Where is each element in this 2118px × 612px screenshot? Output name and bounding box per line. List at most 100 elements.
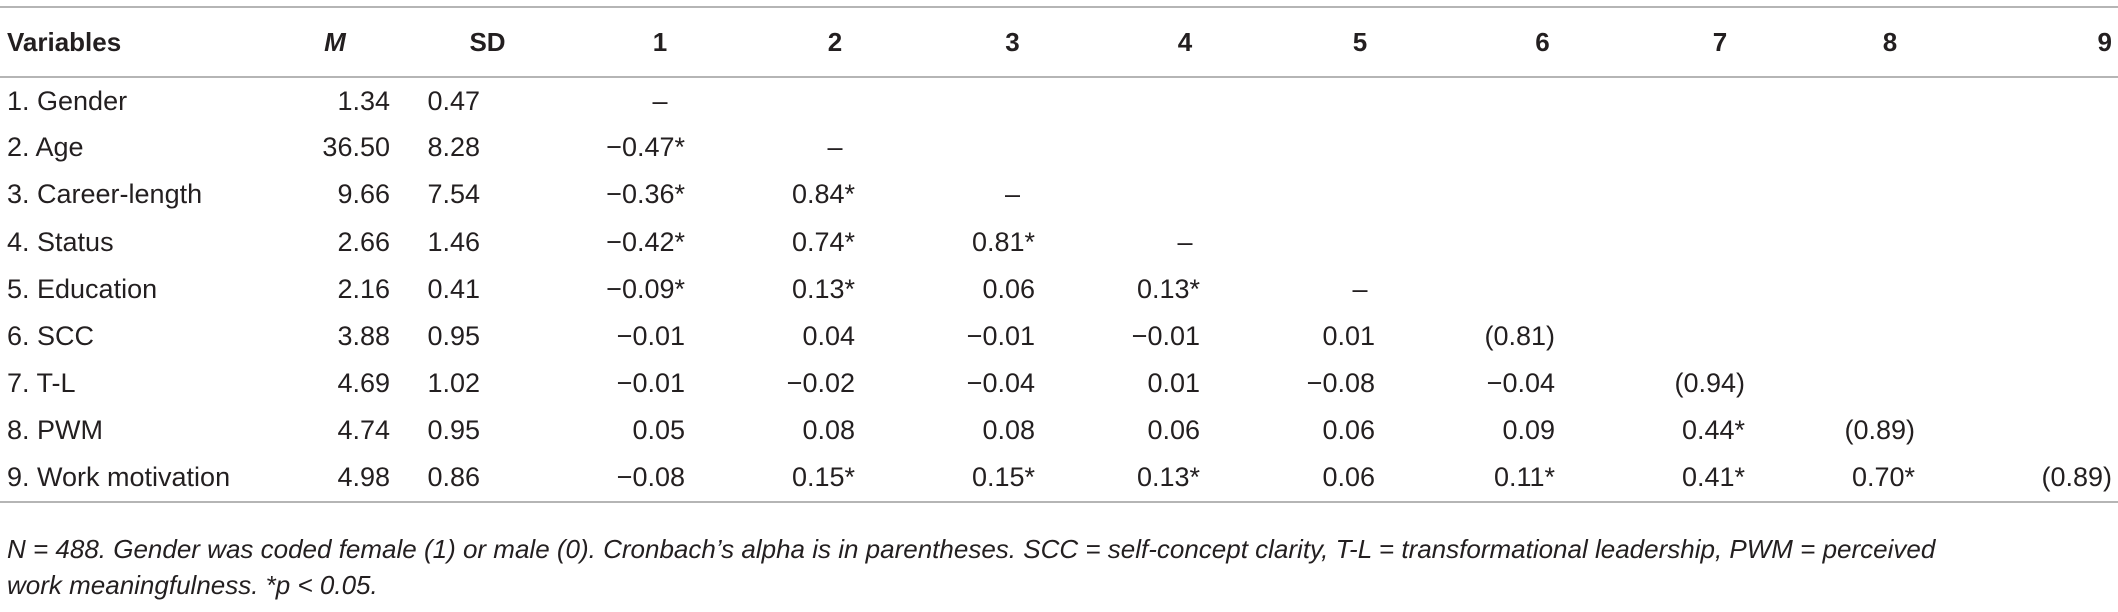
- row-label: 6. SCC: [7, 321, 95, 352]
- cell-corr-7: [1635, 313, 1805, 360]
- row-label: 8. PWM: [7, 415, 104, 446]
- header-row: Variables M SD 1 2 3 4 5 6 7 8 9: [0, 6, 2118, 78]
- cell-corr-8: [1805, 171, 1975, 218]
- row-label: 2. Age: [7, 132, 84, 163]
- table-body: 1. Gender 1.34 0.47 – 2. Age 36.50 8.28 −0.47* –…: [0, 77, 2118, 503]
- cell-corr-4: –: [1177, 226, 1193, 257]
- cell-corr-5: [1270, 77, 1450, 124]
- header-col-8: 8: [1805, 6, 1975, 78]
- row-label: 3. Career-length: [7, 179, 203, 210]
- header-col-1: 1: [575, 6, 745, 78]
- header-col-5: 5: [1270, 6, 1450, 78]
- cell-corr-8: [1805, 360, 1975, 407]
- table-row: 4. Status 2.66 1.46 −0.42* 0.74* 0.81* –: [0, 219, 2118, 266]
- cell-corr-7: (0.94): [1674, 368, 1745, 399]
- table-row: 2. Age 36.50 8.28 −0.47* –: [0, 124, 2118, 171]
- header-col-3: 3: [925, 6, 1100, 78]
- cell-corr-6: [1450, 171, 1635, 218]
- cell-corr-9: [1975, 266, 2118, 313]
- cell-corr-6: [1450, 219, 1635, 266]
- cell-mean: 1.34: [337, 85, 390, 116]
- cell-mean: 2.66: [337, 226, 390, 257]
- header-col-4: 4: [1100, 6, 1270, 78]
- cell-corr-8: [1805, 219, 1975, 266]
- cell-corr-9: [1975, 124, 2118, 171]
- cell-sd: 7.54: [427, 179, 480, 210]
- cell-corr-6: [1450, 124, 1635, 171]
- cell-corr-6: [1450, 77, 1635, 124]
- cell-corr-3: –: [1004, 179, 1021, 210]
- table-row: 1. Gender 1.34 0.47 –: [0, 77, 2118, 124]
- cell-corr-5: –: [1352, 273, 1368, 304]
- cell-corr-5: 0.01: [1322, 321, 1375, 352]
- cell-corr-3: 0.08: [982, 415, 1035, 446]
- cell-corr-2: 0.08: [802, 415, 855, 446]
- cell-sd: 0.95: [427, 321, 480, 352]
- header-col-9: 9: [1975, 6, 2118, 78]
- header-mean: M: [230, 6, 400, 78]
- cell-corr-7: [1635, 171, 1805, 218]
- row-label: 7. T-L: [7, 368, 76, 399]
- table-row: 3. Career-length 9.66 7.54 −0.36* 0.84* –: [0, 171, 2118, 218]
- cell-corr-6: 0.11*: [1450, 454, 1635, 503]
- cell-sd: 8.28: [427, 132, 480, 163]
- table-note: N = 488. Gender was coded female (1) or …: [7, 531, 2107, 603]
- cell-corr-4: 0.06: [1147, 415, 1200, 446]
- cell-corr-7: 0.41*: [1635, 454, 1805, 503]
- cell-mean: 36.50: [322, 132, 390, 163]
- cell-corr-1: −0.36*: [606, 179, 685, 210]
- correlation-table: Variables M SD 1 2 3 4 5 6 7 8 9 1. Gend…: [0, 6, 2118, 503]
- cell-corr-4: [1100, 171, 1270, 218]
- cell-corr-5: [1270, 219, 1450, 266]
- cell-corr-7: [1635, 124, 1805, 171]
- cell-corr-4: 0.13*: [1136, 273, 1200, 304]
- cell-corr-5: 0.06: [1270, 454, 1450, 503]
- cell-corr-8: [1805, 266, 1975, 313]
- cell-corr-4: 0.13*: [1100, 454, 1270, 503]
- cell-mean: 4.74: [337, 415, 390, 446]
- cell-corr-6: −0.04: [1486, 368, 1555, 399]
- cell-corr-4: [1100, 124, 1270, 171]
- table-row: 8. PWM 4.74 0.95 0.05 0.08 0.08 0.06 0.06 0.09 0.…: [0, 407, 2118, 454]
- cell-corr-7: [1635, 266, 1805, 313]
- cell-corr-3: 0.81*: [971, 226, 1035, 257]
- cell-corr-8: [1805, 77, 1975, 124]
- header-col-6: 6: [1450, 6, 1635, 78]
- cell-corr-1: −0.01: [616, 321, 685, 352]
- cell-corr-1: −0.42*: [606, 226, 685, 257]
- cell-corr-6: 0.09: [1502, 415, 1555, 446]
- cell-corr-3: −0.01: [966, 321, 1035, 352]
- cell-sd: 0.95: [427, 415, 480, 446]
- cell-sd: 0.41: [427, 273, 480, 304]
- cell-corr-5: [1270, 124, 1450, 171]
- row-label: 1. Gender: [7, 85, 128, 116]
- cell-corr-7: [1635, 77, 1805, 124]
- cell-corr-9: [1975, 313, 2118, 360]
- header-col-7: 7: [1635, 6, 1805, 78]
- table-note-line-2: work meaningfulness. *p < 0.05.: [7, 570, 378, 600]
- cell-mean: 9.66: [337, 179, 390, 210]
- cell-corr-4: 0.01: [1147, 368, 1200, 399]
- cell-corr-2: [745, 77, 925, 124]
- table-note-line-1: N = 488. Gender was coded female (1) or …: [7, 534, 1936, 564]
- cell-sd: 1.46: [427, 226, 480, 257]
- cell-corr-1: −0.09*: [606, 273, 685, 304]
- cell-corr-9: (0.89): [1975, 454, 2118, 503]
- cell-corr-5: −0.08: [1306, 368, 1375, 399]
- header-variables: Variables: [0, 6, 230, 78]
- cell-corr-2: –: [827, 132, 843, 163]
- cell-corr-5: [1270, 171, 1450, 218]
- cell-mean: 4.69: [337, 368, 390, 399]
- cell-corr-3: 0.15*: [925, 454, 1100, 503]
- cell-corr-1: −0.08: [575, 454, 745, 503]
- cell-corr-1: −0.47*: [606, 132, 685, 163]
- cell-corr-2: 0.15*: [745, 454, 925, 503]
- cell-sd: 0.86: [400, 454, 575, 503]
- cell-corr-9: [1975, 219, 2118, 266]
- cell-corr-2: 0.13*: [791, 273, 855, 304]
- cell-sd: 1.02: [427, 368, 480, 399]
- cell-corr-2: 0.04: [802, 321, 855, 352]
- cell-corr-7: [1635, 219, 1805, 266]
- cell-corr-9: [1975, 360, 2118, 407]
- cell-corr-8: 0.70*: [1805, 454, 1975, 503]
